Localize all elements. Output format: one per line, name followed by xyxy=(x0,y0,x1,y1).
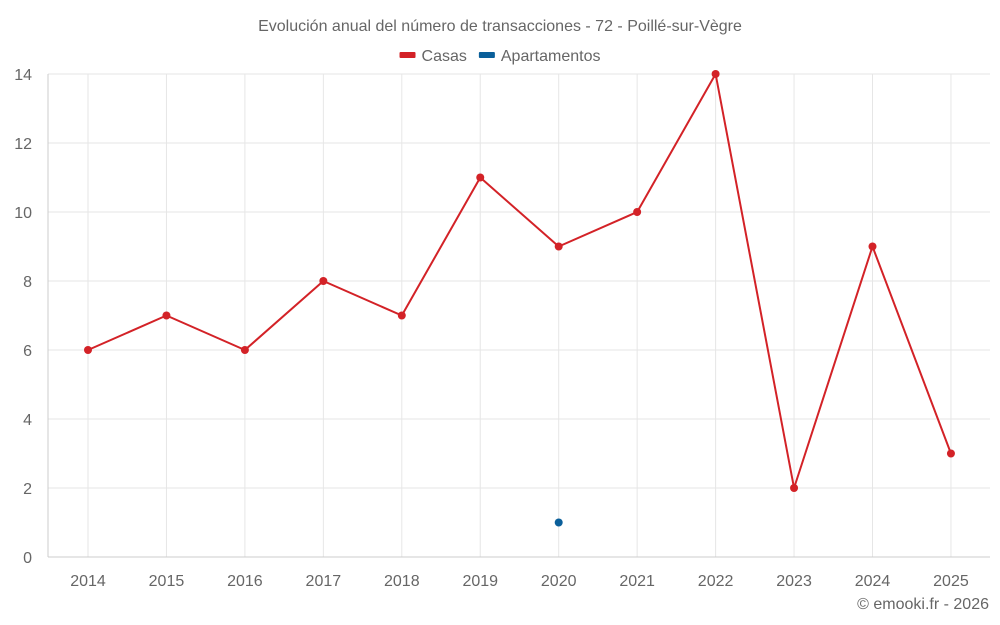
y-axis: 0 2 4 6 8 10 12 14 xyxy=(14,67,49,567)
series-apartamentos xyxy=(554,518,563,527)
y-tick-label: 12 xyxy=(14,136,32,153)
data-point-casas-2015[interactable] xyxy=(162,311,171,320)
y-tick-label: 10 xyxy=(14,205,32,222)
data-point-casas-2014[interactable] xyxy=(84,346,92,354)
y-tick-label: 4 xyxy=(23,412,32,429)
data-point-casas-2018[interactable] xyxy=(397,311,406,320)
x-tick-label: 2024 xyxy=(855,573,891,590)
data-point-apartamentos-2020[interactable] xyxy=(554,518,563,527)
y-tick-label: 0 xyxy=(23,550,32,567)
data-point-casas-2022[interactable] xyxy=(711,70,720,78)
data-point-casas-2023[interactable] xyxy=(790,484,799,492)
y-tick-label: 6 xyxy=(23,343,32,360)
x-tick-label: 2018 xyxy=(384,573,420,590)
y-tick-label: 2 xyxy=(23,481,32,498)
data-point-casas-2021[interactable] xyxy=(633,208,642,216)
legend-swatch-casas[interactable] xyxy=(399,52,416,58)
x-tick-label: 2025 xyxy=(933,573,969,590)
x-tick-label: 2021 xyxy=(619,573,655,590)
series-layer xyxy=(84,70,955,527)
series-casas xyxy=(84,70,955,492)
y-tick-label: 14 xyxy=(14,67,32,84)
y-tick-label: 8 xyxy=(23,274,32,291)
x-tick-label: 2019 xyxy=(462,573,498,590)
x-tick-label: 2014 xyxy=(70,573,106,590)
credit-label: © emooki.fr - 2026 xyxy=(857,596,989,613)
data-point-casas-2020[interactable] xyxy=(554,242,563,251)
series-line-casas xyxy=(87,73,952,489)
data-point-casas-2016[interactable] xyxy=(240,346,249,354)
data-point-casas-2017[interactable] xyxy=(319,277,328,285)
grid-lines xyxy=(48,73,990,557)
chart-legend: Casas Apartamentos xyxy=(399,48,601,65)
legend-label[interactable]: Apartamentos xyxy=(501,48,601,65)
x-tick-label: 2022 xyxy=(698,573,734,590)
data-point-casas-2019[interactable] xyxy=(476,173,485,182)
x-tick-label: 2015 xyxy=(149,573,185,590)
x-tick-label: 2016 xyxy=(227,573,263,590)
chart-title: Evolución anual del número de transaccio… xyxy=(258,18,742,35)
x-tick-label: 2017 xyxy=(306,573,342,590)
legend-label[interactable]: Casas xyxy=(422,48,467,65)
x-tick-label: 2023 xyxy=(776,573,812,590)
legend-swatch-apartamentos[interactable] xyxy=(478,52,495,58)
data-point-casas-2025[interactable] xyxy=(946,449,955,458)
data-point-casas-2024[interactable] xyxy=(868,242,877,251)
x-tick-label: 2020 xyxy=(541,573,577,590)
x-axis: 2014 2015 2016 2017 2018 2019 2020 2021 2022 2023… xyxy=(48,556,990,590)
